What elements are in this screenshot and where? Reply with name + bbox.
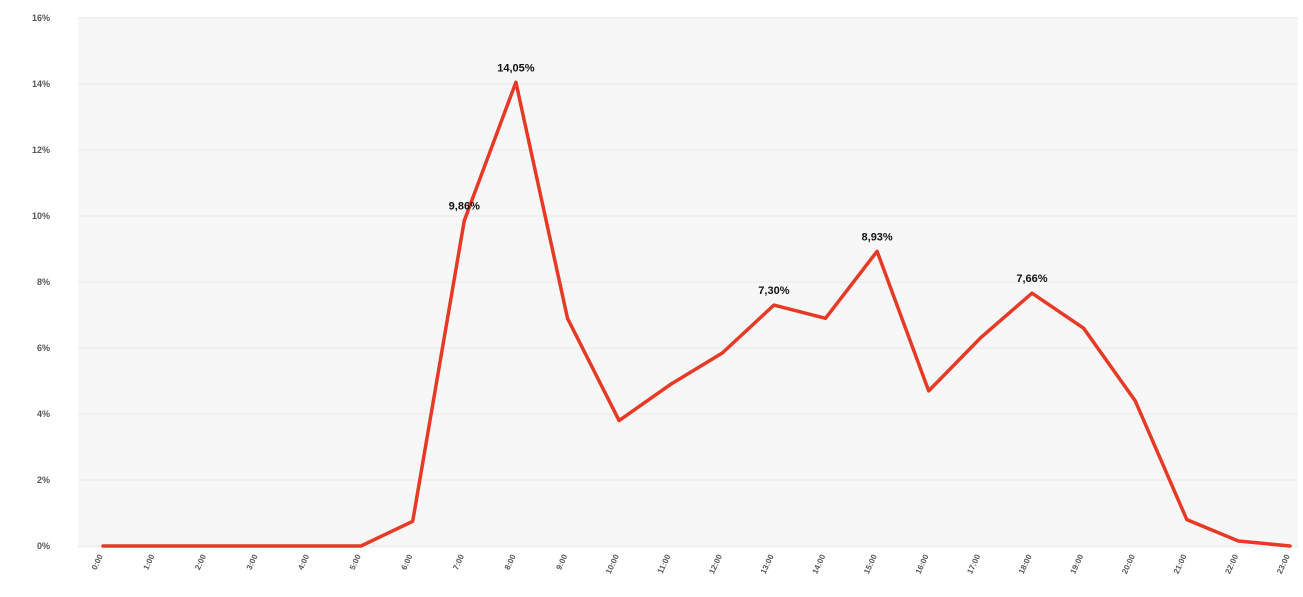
x-tick-label: 17:00 bbox=[965, 553, 982, 576]
x-tick-label: 6:00 bbox=[400, 553, 415, 572]
y-tick-label: 0% bbox=[37, 541, 50, 551]
x-tick-label: 21:00 bbox=[1172, 553, 1189, 576]
x-tick-label: 2:00 bbox=[193, 553, 208, 572]
y-tick-label: 16% bbox=[32, 13, 50, 23]
y-tick-label: 6% bbox=[37, 343, 50, 353]
data-label: 14,05% bbox=[497, 62, 535, 74]
x-tick-label: 15:00 bbox=[862, 553, 879, 576]
x-tick-label: 0:00 bbox=[90, 553, 105, 572]
x-tick-label: 16:00 bbox=[914, 553, 931, 576]
data-label: 9,86% bbox=[449, 201, 480, 213]
gridlines bbox=[78, 17, 1298, 547]
x-tick-label: 22:00 bbox=[1223, 553, 1240, 576]
x-tick-label: 12:00 bbox=[707, 553, 724, 576]
data-label: 8,93% bbox=[862, 231, 893, 243]
x-tick-label: 8:00 bbox=[503, 553, 518, 572]
x-tick-label: 23:00 bbox=[1275, 553, 1292, 576]
data-labels: 9,86% 14,05% 7,30% 8,93% 7,66% bbox=[449, 62, 1048, 297]
x-tick-label: 14:00 bbox=[811, 553, 828, 576]
y-tick-label: 12% bbox=[32, 145, 50, 155]
y-tick-label: 8% bbox=[37, 277, 50, 287]
x-tick-label: 18:00 bbox=[1017, 553, 1034, 576]
x-tick-label: 19:00 bbox=[1069, 553, 1086, 576]
y-axis-ticks: 0% 2% 4% 6% 8% 10% 12% 14% 16% bbox=[32, 13, 50, 551]
x-tick-label: 20:00 bbox=[1120, 553, 1137, 576]
x-tick-label: 5:00 bbox=[348, 553, 363, 572]
y-tick-label: 2% bbox=[37, 475, 50, 485]
x-tick-label: 7:00 bbox=[451, 553, 466, 572]
x-tick-label: 4:00 bbox=[296, 553, 311, 572]
x-tick-label: 10:00 bbox=[604, 553, 621, 576]
y-tick-label: 10% bbox=[32, 211, 50, 221]
y-tick-label: 4% bbox=[37, 409, 50, 419]
x-tick-label: 11:00 bbox=[656, 553, 673, 575]
x-axis-ticks: 0:00 1:00 2:00 3:00 4:00 5:00 6:00 7:00 8:00 9:00… bbox=[90, 553, 1292, 576]
x-tick-label: 1:00 bbox=[141, 553, 156, 572]
series-line bbox=[101, 80, 1292, 548]
plot-background bbox=[78, 18, 1298, 548]
y-tick-label: 14% bbox=[32, 79, 50, 89]
data-label: 7,66% bbox=[1016, 273, 1047, 285]
x-tick-label: 3:00 bbox=[245, 553, 260, 572]
x-tick-label: 13:00 bbox=[759, 553, 776, 576]
data-label: 7,30% bbox=[758, 285, 789, 297]
x-tick-label: 9:00 bbox=[554, 553, 569, 572]
series-lines bbox=[101, 80, 1292, 548]
